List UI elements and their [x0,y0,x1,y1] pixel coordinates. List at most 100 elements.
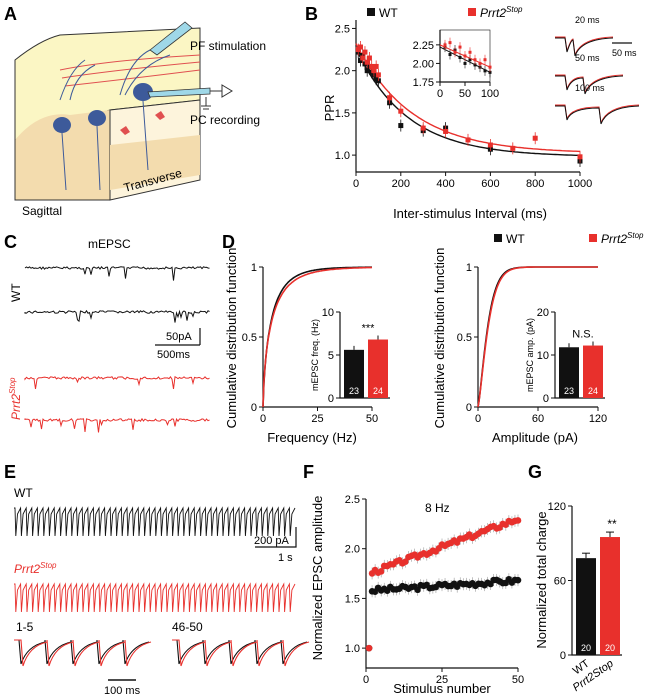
trace-label: 100 ms [575,83,605,93]
zoom-scale-label: 100 ms [104,685,141,697]
inset-bar-n: 24 [373,386,383,396]
panel-c-traces: mEPSC WT Prrt2Stop 50pA 500ms [8,237,210,433]
data-point [373,63,379,69]
panel-d1-xlabel: Frequency (Hz) [267,430,357,445]
panel-d2-ytick-label: 1 [466,262,472,274]
panel-b-ytick-label: 1.5 [335,108,350,120]
panel-b-ytick-label: 2.0 [335,66,350,78]
data-point [375,72,381,78]
inset-d2-ytick-label: 0 [543,393,549,405]
panel-f-title: 8 Hz [425,501,450,515]
stimulation-electrode [149,21,193,56]
panel-g-ytick-label: 60 [554,576,566,588]
bar-significance: ** [607,517,617,531]
panel-b-traces: 20 ms 50 ms 100 ms 50 ms [555,15,640,125]
inset-point [443,43,447,47]
inset-point [468,50,472,54]
data-point [443,128,449,134]
inset-b-xtick-label: 50 [459,88,471,100]
panel-f-ytick-label: 2.0 [345,544,360,556]
data-point [357,58,363,64]
panel-letter-f: F [303,462,314,482]
inset-fit-line [439,44,491,68]
panel-d2-xtick-label: 0 [475,413,481,425]
legend-mut-label: Prrt2Stop [480,5,523,20]
panel-d2-ytick-label: 0.5 [457,332,472,344]
panel-d1-xtick-label: 0 [260,413,266,425]
panel-d2-xtick-label: 60 [532,413,544,425]
panel-letter-a: A [4,4,17,24]
panel-letter-e: E [4,462,16,482]
pf-stimulation-label: PF stimulation [190,39,266,53]
paired-pulse-trace [555,37,614,57]
legend-d-mut-label: Prrt2Stop [601,231,644,246]
data-point [387,95,393,101]
panel-letter-d: D [222,232,235,252]
amplifier-icon [210,84,233,98]
zoom-trace-1 [172,639,310,667]
mepsc-trace [24,375,210,389]
bar-n: 20 [605,643,615,653]
bar-n: 20 [581,643,591,653]
panel-b-xtick-label: 600 [481,178,499,190]
trace-scale-label: 50 ms [612,48,637,58]
panel-d1-ytick-label: 0.5 [242,332,257,344]
inset-point [463,61,467,65]
panel-b-inset: 0 50 100 1.75 2.00 2.25 [413,29,499,100]
paired-pulse-trace [555,75,624,95]
train-traces [14,506,310,667]
panel-f-xtick-label: 50 [512,674,524,686]
tissue-top-face [14,27,201,141]
data-point [577,154,583,160]
panel-a-schematic: PF stimulation PC recording Sagittal Tra… [14,21,266,218]
panel-f-ytick-label: 1.0 [345,643,360,655]
pc-axons [61,100,149,191]
panel-b-ytick-label: 1.0 [335,150,350,162]
inset-significance: *** [362,323,376,335]
mepsc-traces [24,265,210,433]
panel-letter-g: G [528,462,542,482]
inset-bar [583,345,603,398]
inset-b-xtick-label: 100 [481,88,499,100]
trace-label: 20 ms [575,15,600,25]
panel-f-ytick-label: 1.5 [345,593,360,605]
panel-f-plot: 0 25 50 1.0 1.5 2.0 2.5 [345,494,524,686]
inset-point [458,45,462,49]
panel-d1-ytick-label: 0 [251,402,257,414]
panel-b-ylabel: PPR [322,95,337,122]
data-point [398,108,404,114]
legend-wt-label: WT [379,6,398,20]
ground-icon [201,97,211,110]
panel-g-ylabel: Normalized total charge [534,511,549,648]
inset-point [448,53,452,57]
data-point [364,68,370,74]
inset-d2-ytick-label: 10 [537,350,549,362]
inset-point [448,41,452,45]
inset-point [468,58,472,62]
legend-d-wt-label: WT [506,232,525,246]
data-point [364,59,370,65]
inset-bar-n: 23 [349,386,359,396]
purkinje-cell-3 [133,83,153,101]
panel-d1-ytick-label: 1 [251,262,257,274]
panel-b-xtick-label: 200 [392,178,410,190]
panel-b-xtick-label: 0 [353,178,359,190]
panel-b-xtick-label: 1000 [568,178,592,190]
data-point [514,576,522,584]
purkinje-cell-2 [88,110,106,126]
train-trace [14,506,296,537]
panel-e-scale-x: 1 s [278,552,293,564]
data-point [357,44,363,50]
pc-recording-label: PC recording [190,113,260,127]
panel-b-ytick-label: 2.5 [335,23,350,35]
panel-e-mut-label: Prrt2Stop [14,561,57,576]
panel-c-wt-label: WT [9,283,23,302]
panel-f-ytick-label: 2.5 [345,494,360,506]
panel-c-mut-label: Prrt2Stop [8,377,23,420]
inset-point [478,61,482,65]
legend-d-wt-marker [494,234,502,242]
zoom-trace-0 [14,639,150,665]
sagittal-label: Sagittal [22,204,62,218]
